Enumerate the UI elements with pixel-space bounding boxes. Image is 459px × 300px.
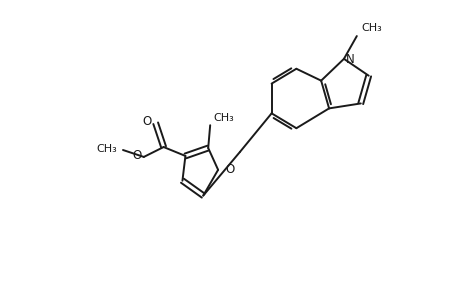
Text: O: O [132,149,141,162]
Text: O: O [224,163,234,176]
Text: CH₃: CH₃ [361,23,382,33]
Text: O: O [142,115,151,128]
Text: CH₃: CH₃ [213,113,233,123]
Text: N: N [345,53,354,66]
Text: CH₃: CH₃ [96,144,117,154]
